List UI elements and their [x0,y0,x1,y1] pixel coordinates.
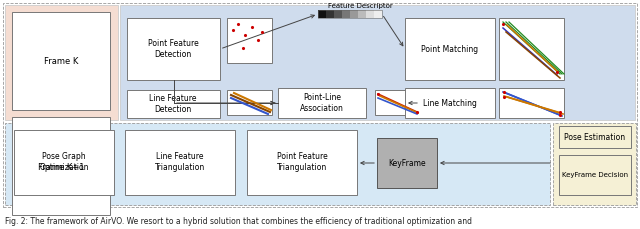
Bar [405,18,495,80]
Text: Point-Line
Association: Point-Line Association [300,93,344,113]
Bar [326,10,334,18]
Bar [350,10,358,18]
Bar [227,90,272,115]
Text: Pose Estimation: Pose Estimation [564,133,625,142]
Bar [405,88,495,118]
Text: Point Feature
Triangulation: Point Feature Triangulation [276,152,328,172]
Bar [342,10,350,18]
Bar [559,155,631,195]
Bar [499,18,564,80]
Bar [127,90,220,118]
Text: Line Feature
Detection: Line Feature Detection [149,94,196,114]
Bar [499,88,564,118]
Bar [5,123,550,205]
Bar [278,88,366,118]
Bar [358,10,366,18]
Text: Feature Descriptor: Feature Descriptor [328,3,392,9]
Bar [227,18,272,63]
Bar [377,138,437,188]
Text: KeyFrame Decision: KeyFrame Decision [562,172,628,178]
Text: Pose Graph
Optimization: Pose Graph Optimization [39,152,89,172]
Bar [318,10,382,18]
Text: Line Matching: Line Matching [423,98,477,107]
Bar [12,12,110,110]
Text: Point Matching: Point Matching [421,44,479,54]
Bar [125,130,235,195]
Bar [120,5,635,120]
Text: Fig. 2: The framework of AirVO. We resort to a hybrid solution that combines the: Fig. 2: The framework of AirVO. We resor… [5,218,472,226]
Text: KeyFrame: KeyFrame [388,158,426,167]
Text: Frame K: Frame K [44,57,78,66]
Bar [127,18,220,80]
Bar [14,130,114,195]
Bar [553,123,636,205]
Bar [375,90,420,115]
Bar [334,10,342,18]
Bar [12,117,110,215]
Bar [247,130,357,195]
Bar [3,3,637,207]
Bar [5,5,118,120]
Bar [318,10,326,18]
Text: Frame K+1: Frame K+1 [38,164,84,172]
Bar [559,126,631,148]
Text: Point Feature
Detection: Point Feature Detection [148,39,198,59]
Text: Line Feature
Triangulation: Line Feature Triangulation [155,152,205,172]
Bar [374,10,382,18]
Bar [366,10,374,18]
